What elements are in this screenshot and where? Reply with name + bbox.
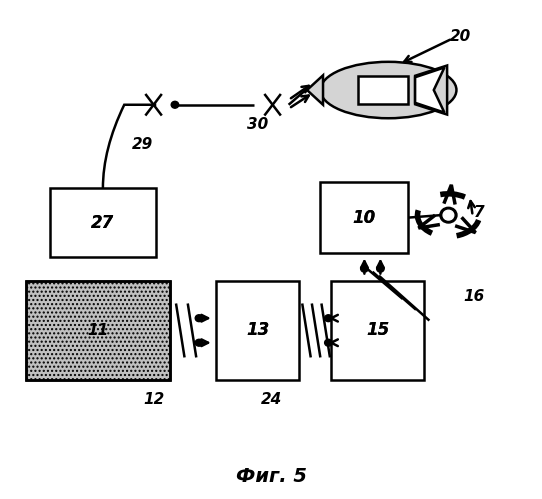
Bar — [25, 281, 170, 380]
Text: 27: 27 — [91, 214, 114, 232]
Bar — [25, 281, 170, 380]
Text: 10: 10 — [353, 209, 376, 227]
Bar — [331, 281, 424, 380]
Text: 12: 12 — [143, 392, 164, 407]
Text: 15: 15 — [366, 321, 389, 339]
Circle shape — [195, 339, 203, 346]
Bar — [49, 188, 156, 257]
Circle shape — [443, 210, 454, 220]
Text: 16: 16 — [463, 288, 485, 303]
Text: 13: 13 — [246, 321, 269, 339]
Text: 7: 7 — [474, 205, 485, 220]
Circle shape — [325, 339, 332, 346]
Text: 30: 30 — [247, 117, 268, 132]
Text: 24: 24 — [260, 392, 282, 407]
Text: 11: 11 — [87, 323, 108, 338]
Text: 13: 13 — [246, 321, 269, 339]
Circle shape — [171, 101, 179, 108]
Circle shape — [360, 265, 368, 272]
Polygon shape — [415, 67, 444, 113]
Ellipse shape — [320, 62, 456, 118]
Text: 15: 15 — [366, 321, 389, 339]
Bar — [320, 182, 409, 253]
Circle shape — [377, 265, 384, 272]
Circle shape — [325, 315, 332, 322]
Text: Фиг. 5: Фиг. 5 — [236, 467, 306, 486]
Text: 29: 29 — [132, 137, 153, 152]
Bar — [358, 76, 409, 104]
Circle shape — [440, 207, 457, 223]
Text: 20: 20 — [450, 28, 471, 43]
Polygon shape — [415, 65, 447, 115]
Polygon shape — [307, 75, 323, 105]
Text: 10: 10 — [353, 209, 376, 227]
Bar — [216, 281, 299, 380]
Circle shape — [195, 315, 203, 322]
Text: 27: 27 — [91, 214, 114, 232]
